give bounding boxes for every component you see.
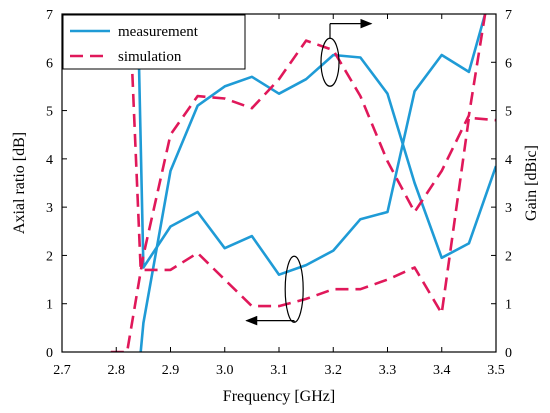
series-layer	[110, 14, 496, 352]
right-y-tick-label: 0	[505, 346, 512, 361]
x-tick-label: 3.3	[379, 363, 397, 378]
legend: measurement simulation	[62, 14, 246, 70]
series-line-measurement-gain	[139, 53, 496, 352]
series-line-simulation-axial-ratio	[128, 14, 496, 315]
right-y-tick-label: 2	[505, 249, 512, 264]
x-tick-label: 3.5	[487, 363, 505, 378]
x-tick-label: 2.9	[162, 363, 180, 378]
x-axis-title: Frequency [GHz]	[223, 388, 335, 405]
left-y-tick-label: 5	[46, 105, 53, 120]
left-y-tick-label: 6	[46, 56, 53, 71]
left-y-tick-label: 1	[46, 298, 53, 313]
right-y-tick-label: 4	[505, 153, 512, 168]
x-tick-label: 3.4	[433, 363, 451, 378]
series-line-measurement-axial-ratio	[136, 14, 487, 277]
right-y-tick-label: 6	[505, 56, 512, 71]
left-y-tick-label: 0	[46, 346, 53, 361]
legend-label-simulation: simulation	[118, 49, 182, 65]
right-y-tick-label: 1	[505, 298, 512, 313]
left-y-tick-label: 4	[46, 153, 53, 168]
x-tick-label: 2.8	[108, 363, 126, 378]
legend-box	[62, 14, 246, 70]
x-tick-label: 2.7	[53, 363, 71, 378]
x-axis-ticks: 2.7 2.8 2.9 3.0 3.1 3.2 3.3 3.4 3.5	[53, 14, 505, 378]
x-tick-label: 3.2	[325, 363, 343, 378]
right-y-axis-title: Gain [dBic]	[523, 145, 540, 221]
left-y-tick-label: 2	[46, 249, 53, 264]
series-line-simulation-gain	[110, 14, 487, 352]
annotation-layer	[245, 18, 373, 326]
left-y-axis-ticks: 0 1 2 3 4 5 6 7	[46, 8, 67, 361]
axial-ratio-annotation-ellipse	[284, 255, 304, 323]
left-y-tick-label: 7	[46, 8, 53, 23]
right-y-tick-label: 5	[505, 105, 512, 120]
left-y-axis-title: Axial ratio [dB]	[11, 132, 28, 234]
legend-label-measurement: measurement	[118, 24, 199, 40]
right-y-axis-ticks: 0 1 2 3 4 5 6 7	[491, 8, 512, 361]
right-y-tick-label: 3	[505, 201, 512, 216]
x-tick-label: 3.1	[270, 363, 288, 378]
right-y-tick-label: 7	[505, 8, 512, 23]
left-y-tick-label: 3	[46, 201, 53, 216]
x-tick-label: 3.0	[216, 363, 234, 378]
